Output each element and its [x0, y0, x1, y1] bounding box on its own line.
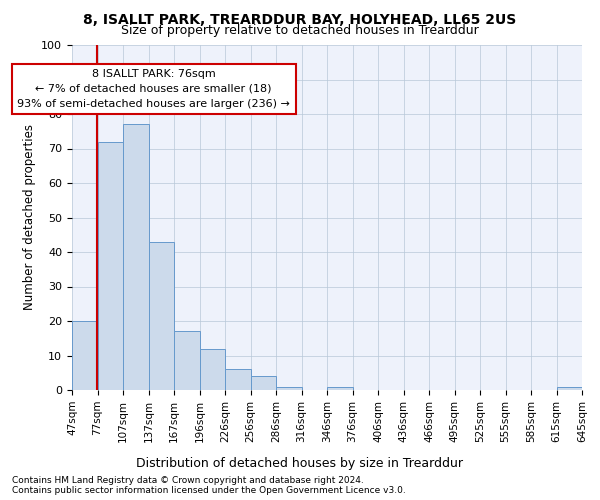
Bar: [557, 386, 582, 390]
Bar: [199, 348, 225, 390]
Bar: [251, 376, 276, 390]
Text: 8, ISALLT PARK, TREARDDUR BAY, HOLYHEAD, LL65 2US: 8, ISALLT PARK, TREARDDUR BAY, HOLYHEAD,…: [83, 12, 517, 26]
Bar: [327, 386, 353, 390]
Y-axis label: Number of detached properties: Number of detached properties: [23, 124, 36, 310]
Bar: [174, 332, 199, 390]
Text: Size of property relative to detached houses in Trearddur: Size of property relative to detached ho…: [121, 24, 479, 37]
Bar: [276, 386, 302, 390]
Text: Contains public sector information licensed under the Open Government Licence v3: Contains public sector information licen…: [12, 486, 406, 495]
Bar: [149, 242, 174, 390]
Text: Contains HM Land Registry data © Crown copyright and database right 2024.: Contains HM Land Registry data © Crown c…: [12, 476, 364, 485]
Bar: [72, 321, 97, 390]
Bar: [97, 142, 123, 390]
Bar: [225, 370, 251, 390]
Text: 8 ISALLT PARK: 76sqm
← 7% of detached houses are smaller (18)
93% of semi-detach: 8 ISALLT PARK: 76sqm ← 7% of detached ho…: [17, 69, 290, 109]
Bar: [123, 124, 149, 390]
Text: Distribution of detached houses by size in Trearddur: Distribution of detached houses by size …: [137, 458, 464, 470]
